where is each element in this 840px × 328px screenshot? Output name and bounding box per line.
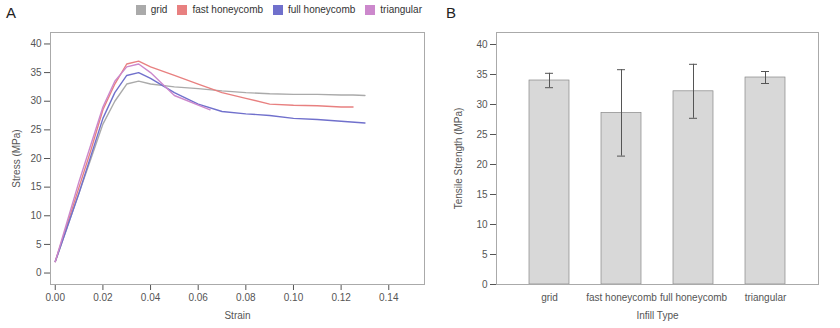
svg-text:0.00: 0.00 [46, 292, 66, 303]
svg-text:30: 30 [30, 95, 42, 106]
html-text:full honeycomb: full honeycomb [288, 4, 356, 15]
svg-text:5: 5 [482, 249, 488, 260]
svg-text:5: 5 [36, 239, 42, 250]
svg-text:grid: grid [541, 292, 558, 303]
svg-text:30: 30 [476, 99, 488, 110]
svg-text:25: 25 [476, 129, 488, 140]
svg-text:25: 25 [30, 124, 42, 135]
svg-text:40: 40 [476, 39, 488, 50]
svg-text:40: 40 [30, 38, 42, 49]
svg-text:0: 0 [482, 279, 488, 290]
html-text:B: B [446, 3, 456, 21]
svg-text:35: 35 [476, 69, 488, 80]
html-text:grid: grid [150, 4, 168, 15]
svg-text:20: 20 [476, 159, 488, 170]
svg-text:Stress (MPa): Stress (MPa) [11, 129, 22, 187]
svg-text:triangular: triangular [745, 292, 787, 303]
svg-text:Strain: Strain [224, 310, 250, 321]
svg-text:0.08: 0.08 [236, 292, 256, 303]
svg-text:0.06: 0.06 [188, 292, 208, 303]
svg-text:0.10: 0.10 [284, 292, 304, 303]
svg-text:10: 10 [30, 210, 42, 221]
svg-text:Infill Type: Infill Type [636, 310, 678, 321]
svg-text:0.04: 0.04 [141, 292, 161, 303]
html-text:triangular: triangular [380, 4, 422, 15]
svg-text:10: 10 [476, 219, 488, 230]
svg-text:fast honeycomb: fast honeycomb [586, 292, 657, 303]
svg-text:0.12: 0.12 [331, 292, 351, 303]
html-text:A: A [6, 3, 16, 21]
svg-text:15: 15 [30, 181, 42, 192]
svg-text:0: 0 [36, 267, 42, 278]
svg-text:20: 20 [30, 153, 42, 164]
svg-text:35: 35 [30, 67, 42, 78]
html-text:fast honeycomb: fast honeycomb [192, 4, 263, 15]
svg-text:Tensile Strength (MPa): Tensile Strength (MPa) [453, 108, 464, 210]
svg-text:full honeycomb: full honeycomb [660, 292, 728, 303]
svg-text:0.02: 0.02 [93, 292, 113, 303]
svg-text:15: 15 [476, 189, 488, 200]
svg-text:0.14: 0.14 [379, 292, 399, 303]
